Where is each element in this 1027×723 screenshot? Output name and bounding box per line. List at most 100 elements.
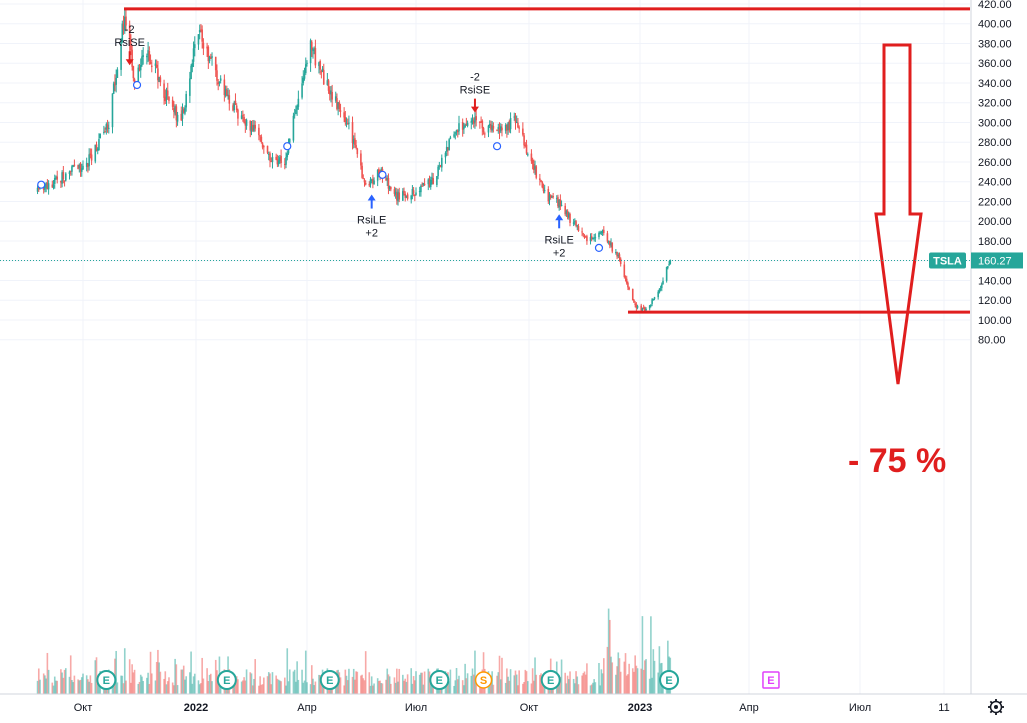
candle-body bbox=[214, 56, 217, 71]
candle-body bbox=[189, 78, 191, 96]
candle-body bbox=[146, 55, 148, 58]
earnings-event-marker[interactable]: E bbox=[319, 670, 340, 690]
volume-bar bbox=[193, 673, 196, 694]
candle-body bbox=[456, 130, 459, 133]
candle-body bbox=[427, 179, 430, 185]
symbol-tag: TSLA bbox=[933, 255, 962, 267]
candle-body bbox=[61, 172, 63, 184]
candle-body bbox=[339, 110, 342, 112]
candle-body bbox=[410, 195, 413, 200]
settings-gear-icon[interactable] bbox=[988, 699, 1004, 715]
volume-bar bbox=[607, 608, 610, 694]
volume-bar bbox=[411, 683, 414, 694]
volume-bar bbox=[130, 682, 132, 694]
earnings-event-marker[interactable]: E bbox=[429, 670, 450, 690]
volume-bar bbox=[623, 661, 626, 694]
candle-body bbox=[669, 260, 672, 265]
volume-bar bbox=[615, 674, 617, 694]
candle-body bbox=[542, 187, 545, 192]
volume-bar bbox=[37, 668, 40, 694]
volume-bar bbox=[658, 646, 661, 694]
volume-bar bbox=[280, 681, 282, 694]
split-event-marker[interactable]: S bbox=[474, 671, 493, 689]
volume-bar bbox=[470, 675, 473, 694]
candle-body bbox=[454, 132, 457, 134]
candle-body bbox=[150, 65, 153, 68]
volume-bar bbox=[592, 682, 594, 694]
candle-body bbox=[439, 165, 442, 167]
volume-bar bbox=[466, 673, 469, 694]
earnings-event-marker[interactable]: E bbox=[216, 670, 237, 690]
candle-body bbox=[464, 125, 466, 128]
event-marker-label: E bbox=[436, 675, 443, 687]
volume-bar bbox=[472, 674, 475, 694]
earnings-event-marker[interactable]: E bbox=[96, 670, 117, 690]
candle-body bbox=[506, 125, 508, 131]
volume-bar bbox=[458, 675, 460, 694]
volume-bar bbox=[568, 679, 570, 694]
candle-body bbox=[642, 307, 645, 309]
gear-tooth bbox=[999, 700, 1003, 704]
earnings-marker-box bbox=[762, 671, 780, 689]
price-tick-label: 220.00 bbox=[978, 196, 1012, 208]
candle-body bbox=[85, 162, 88, 167]
candle-body bbox=[226, 89, 228, 96]
time-tick-label: Июл bbox=[405, 702, 427, 714]
volume-bar bbox=[269, 673, 271, 694]
volume-bar bbox=[497, 672, 500, 694]
event-marker-label: E bbox=[767, 675, 774, 687]
volume-bar bbox=[44, 675, 46, 694]
earnings-event-marker[interactable]: E bbox=[659, 670, 680, 690]
candle-body bbox=[184, 107, 186, 114]
volume-bar bbox=[464, 663, 466, 694]
gear-tooth bbox=[989, 710, 993, 714]
candle-body bbox=[539, 178, 541, 181]
volume-bar bbox=[345, 675, 348, 694]
volume-bar bbox=[616, 666, 618, 694]
volume-bar bbox=[650, 616, 652, 694]
candle-body bbox=[52, 184, 55, 188]
gear-center bbox=[994, 705, 998, 709]
volume-bar bbox=[56, 680, 59, 694]
candle-body bbox=[138, 68, 141, 70]
volume-bar bbox=[364, 651, 367, 694]
candle-body bbox=[180, 113, 183, 121]
volume-bar bbox=[610, 656, 612, 694]
candle-body bbox=[601, 229, 604, 233]
volume-bar bbox=[250, 673, 253, 694]
candle-body bbox=[429, 179, 432, 188]
candle-body bbox=[403, 190, 405, 193]
volume-bar bbox=[491, 671, 493, 694]
candle-body bbox=[198, 30, 201, 33]
earnings-event-marker[interactable]: E bbox=[762, 671, 780, 689]
volume-bar bbox=[628, 663, 630, 694]
candle-body bbox=[303, 73, 306, 79]
split-marker-circle bbox=[474, 671, 493, 689]
volume-bar bbox=[98, 685, 100, 694]
candle-body bbox=[555, 198, 558, 200]
candle-body bbox=[104, 131, 106, 133]
volume-bar bbox=[603, 658, 605, 694]
volume-bar bbox=[599, 685, 601, 694]
candle-body bbox=[293, 114, 296, 116]
price-tick-label: 120.00 bbox=[978, 295, 1012, 307]
candle-body bbox=[668, 264, 670, 266]
candle-body bbox=[276, 159, 279, 165]
volume-bar bbox=[584, 674, 587, 694]
last-price-tag-bg bbox=[971, 252, 1023, 269]
candle-body bbox=[122, 23, 125, 30]
candle-body bbox=[404, 193, 407, 198]
volume-bar bbox=[506, 668, 508, 694]
volume-bar bbox=[474, 650, 476, 694]
candle-body bbox=[524, 144, 527, 147]
earnings-event-marker[interactable]: E bbox=[540, 670, 561, 690]
volume-bar bbox=[368, 672, 371, 694]
volume-bar bbox=[530, 683, 533, 694]
candle-body bbox=[271, 156, 274, 162]
candle-body bbox=[132, 66, 135, 79]
candle-body bbox=[627, 282, 629, 288]
candle-body bbox=[533, 164, 535, 170]
volume-bar bbox=[453, 685, 455, 694]
candle-body bbox=[240, 115, 243, 119]
